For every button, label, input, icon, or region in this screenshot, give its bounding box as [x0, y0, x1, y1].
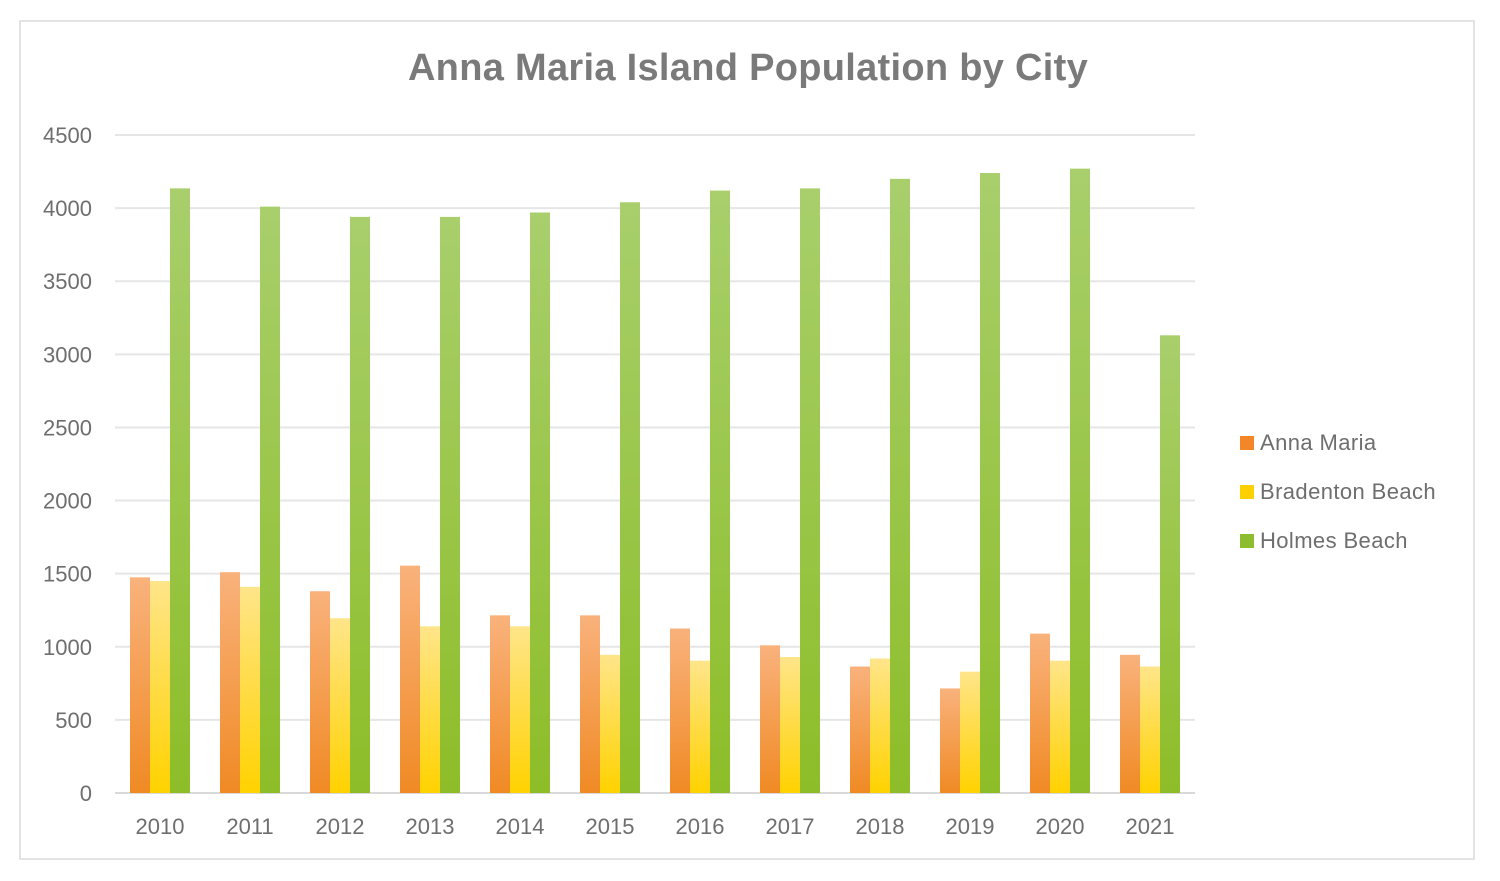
bar-holmes-beach-2013: [440, 216, 460, 793]
y-axis: 0 500 1000 1500 2000 2500 3000 3500 4000 4500: [43, 123, 92, 806]
gridlines: [115, 134, 1195, 794]
x-tick-label: 2016: [676, 814, 725, 839]
bar-holmes-beach-2014: [530, 212, 550, 793]
bar-holmes-beach-2017: [800, 188, 820, 794]
bar-anna-maria-2011: [220, 572, 240, 793]
x-axis: 2010 2011 2012 2013 2014 2015 2016 2017 2018 2019…: [136, 814, 1175, 839]
x-tick-label: 2020: [1036, 814, 1085, 839]
legend-swatch: [1240, 435, 1254, 450]
bar-anna-maria-2019: [940, 688, 960, 793]
bar-holmes-beach-2019: [980, 173, 1000, 794]
bar-holmes-beach-2021: [1160, 335, 1180, 793]
bar-anna-maria-2015: [580, 615, 600, 793]
bar-bradenton-beach-2019: [960, 671, 980, 793]
bar-anna-maria-2014: [490, 615, 510, 793]
bar-bradenton-beach-2016: [690, 660, 710, 793]
bar-bradenton-beach-2013: [420, 626, 440, 793]
legend-swatch: [1240, 533, 1254, 548]
x-tick-label: 2010: [136, 814, 185, 839]
bar-holmes-beach-2020: [1070, 168, 1090, 793]
bar-holmes-beach-2010: [170, 188, 190, 794]
bar-bradenton-beach-2021: [1140, 666, 1160, 793]
bar-anna-maria-2016: [670, 628, 690, 793]
bar-holmes-beach-2011: [260, 206, 280, 793]
y-tick-label: 4500: [43, 123, 92, 148]
x-tick-label: 2014: [496, 814, 545, 839]
bar-bradenton-beach-2011: [240, 586, 260, 793]
y-tick-label: 3500: [43, 269, 92, 294]
y-tick-label: 1500: [43, 562, 92, 587]
x-tick-label: 2021: [1126, 814, 1175, 839]
y-tick-label: 2500: [43, 415, 92, 440]
legend-item: Anna Maria: [1240, 418, 1436, 467]
bar-bradenton-beach-2018: [870, 658, 890, 793]
bar-bradenton-beach-2012: [330, 618, 350, 793]
x-tick-label: 2018: [856, 814, 905, 839]
x-tick-label: 2011: [226, 814, 273, 839]
legend-item: Bradenton Beach: [1240, 467, 1436, 516]
x-tick-label: 2013: [406, 814, 455, 839]
bar-anna-maria-2020: [1030, 633, 1050, 793]
bar-holmes-beach-2016: [710, 190, 730, 793]
y-tick-label: 4000: [43, 196, 92, 221]
bar-anna-maria-2018: [850, 666, 870, 793]
legend-item: Holmes Beach: [1240, 516, 1436, 565]
bar-anna-maria-2013: [400, 565, 420, 793]
legend-label: Holmes Beach: [1260, 527, 1408, 553]
legend-swatch: [1240, 484, 1254, 499]
y-tick-label: 1000: [43, 635, 92, 660]
y-tick-label: 0: [80, 781, 92, 806]
bar-bradenton-beach-2015: [600, 654, 620, 793]
x-tick-label: 2019: [946, 814, 995, 839]
y-tick-label: 500: [55, 708, 92, 733]
bars: [130, 168, 1180, 794]
bar-bradenton-beach-2020: [1050, 660, 1070, 793]
bar-holmes-beach-2018: [890, 178, 910, 793]
x-tick-label: 2017: [766, 814, 815, 839]
bar-bradenton-beach-2017: [780, 657, 800, 793]
x-tick-label: 2012: [316, 814, 365, 839]
legend-label: Anna Maria: [1260, 429, 1377, 455]
bar-anna-maria-2010: [130, 577, 150, 793]
bar-holmes-beach-2015: [620, 202, 640, 794]
legend: Anna Maria Bradenton Beach Holmes Beach: [1240, 418, 1436, 565]
bar-holmes-beach-2012: [350, 216, 370, 793]
bar-anna-maria-2012: [310, 591, 330, 793]
y-tick-label: 2000: [43, 489, 92, 514]
bar-anna-maria-2017: [760, 645, 780, 793]
bar-bradenton-beach-2014: [510, 626, 530, 793]
y-tick-label: 3000: [43, 342, 92, 367]
bar-anna-maria-2021: [1120, 654, 1140, 793]
chart-title: Anna Maria Island Population by City: [407, 47, 1089, 89]
legend-label: Bradenton Beach: [1260, 478, 1437, 504]
x-tick-label: 2015: [586, 814, 635, 839]
bar-bradenton-beach-2010: [150, 580, 170, 793]
